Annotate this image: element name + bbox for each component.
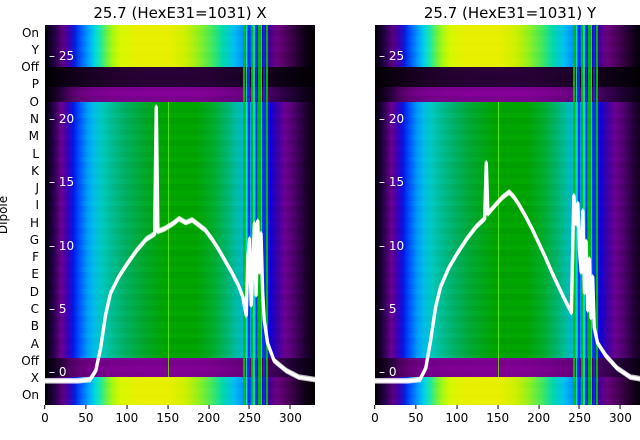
x-tick: 100 (115, 405, 138, 425)
heatmap-band-bottom-bright (375, 377, 640, 405)
category-label: A (30, 336, 39, 351)
x-tick: 0 (371, 405, 379, 425)
heatmap-band-main-body (45, 102, 315, 359)
category-label: D (29, 284, 39, 299)
category-label: Y (31, 42, 39, 57)
category-label: O (29, 94, 39, 109)
x-axis-right: 0 50 100 150 200 250 300 (371, 405, 640, 435)
plot-area-left: – 0– 5– 10– 15– 20– 25 (45, 25, 315, 405)
heatmap-band-low-purple (45, 358, 315, 378)
heatmap-panel-right[interactable]: – 0– 5– 10– 15– 20– 25 (375, 25, 640, 405)
x-tick-label: 50 (408, 411, 424, 425)
category-label: L (32, 146, 39, 161)
x-tick: 200 (197, 405, 220, 425)
category-label: Off (21, 60, 39, 75)
x-tick: 50 (408, 405, 424, 425)
category-label: J (35, 181, 39, 196)
x-tick-label: 300 (279, 411, 302, 425)
x-tick: 300 (609, 405, 632, 425)
x-tick-label: 0 (41, 411, 49, 425)
category-label: E (31, 267, 39, 282)
heatmap-band-low-purple (375, 358, 640, 378)
category-label: K (31, 163, 39, 178)
x-tick: 0 (41, 405, 49, 425)
x-tick-label: 300 (609, 411, 632, 425)
x-tick-label: 0 (371, 411, 379, 425)
x-axis-left: 0 50 100 150 200 250 300 (41, 405, 315, 435)
x-tick: 300 (279, 405, 302, 425)
category-label: G (29, 232, 39, 247)
category-axis-left: Dipole On Y Off P O N M L K J I H G F E D C B A Off X On (0, 25, 41, 405)
category-label: I (35, 198, 39, 213)
heatmap-panel-left[interactable]: – 0– 5– 10– 15– 20– 25 (45, 25, 315, 405)
x-tick: 100 (445, 405, 468, 425)
heatmap-band-top-purple (375, 87, 640, 103)
category-label: H (29, 215, 39, 230)
x-tick: 200 (527, 405, 550, 425)
plot-area-right: – 0– 5– 10– 15– 20– 25 (375, 25, 640, 405)
x-tick-label: 200 (527, 411, 551, 425)
x-tick: 150 (486, 405, 509, 425)
category-label: On (21, 25, 39, 40)
category-label: N (30, 112, 39, 126)
x-tick-label: 150 (156, 411, 180, 425)
heatmap-band-top-dark-gap (375, 66, 640, 88)
heatmap-band-bottom-bright (45, 377, 315, 405)
x-tick-label: 250 (568, 411, 591, 425)
x-tick-label: 150 (486, 411, 510, 425)
category-label: P (31, 77, 39, 92)
category-label: F (32, 250, 39, 265)
panel-title-right: 25.7 (HexE31=1031) Y (423, 4, 597, 22)
heatmap-band-top-bright (375, 25, 640, 67)
x-tick: 250 (568, 405, 591, 425)
x-tick: 50 (78, 405, 94, 425)
x-tick-label: 200 (197, 411, 221, 425)
category-label: On (21, 388, 39, 403)
x-tick: 250 (238, 405, 261, 425)
x-tick-label: 250 (238, 411, 261, 425)
category-label: Off (21, 353, 39, 368)
heatmap-band-top-dark-gap (45, 66, 315, 88)
y-axis-label: Dipole (0, 195, 11, 235)
panel-title-left: 25.7 (HexE31=1031) X (93, 4, 267, 22)
x-tick-label: 100 (115, 411, 139, 425)
category-label: B (30, 319, 39, 334)
category-label: C (30, 302, 39, 316)
heatmap-band-top-purple (45, 87, 315, 103)
x-tick-label: 100 (445, 411, 469, 425)
category-label: M (28, 129, 39, 144)
x-tick: 150 (156, 405, 179, 425)
category-label: X (30, 371, 39, 386)
x-tick-label: 50 (78, 411, 94, 425)
heatmap-band-main-body (375, 102, 640, 359)
heatmap-band-top-bright (45, 25, 315, 67)
